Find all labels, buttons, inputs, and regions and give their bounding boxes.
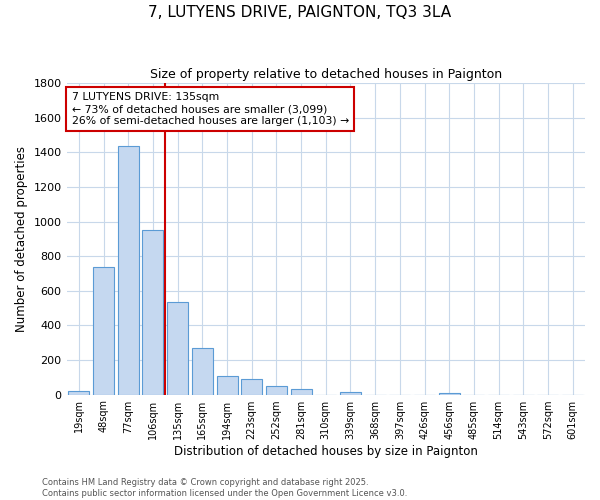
- Bar: [167, 302, 188, 394]
- Text: 7, LUTYENS DRIVE, PAIGNTON, TQ3 3LA: 7, LUTYENS DRIVE, PAIGNTON, TQ3 3LA: [148, 5, 452, 20]
- Bar: [241, 379, 262, 394]
- Bar: [290, 390, 311, 394]
- Y-axis label: Number of detached properties: Number of detached properties: [15, 146, 28, 332]
- X-axis label: Distribution of detached houses by size in Paignton: Distribution of detached houses by size …: [174, 444, 478, 458]
- Bar: [340, 392, 361, 394]
- Bar: [192, 348, 213, 395]
- Bar: [93, 266, 114, 394]
- Text: 7 LUTYENS DRIVE: 135sqm
← 73% of detached houses are smaller (3,099)
26% of semi: 7 LUTYENS DRIVE: 135sqm ← 73% of detache…: [72, 92, 349, 126]
- Title: Size of property relative to detached houses in Paignton: Size of property relative to detached ho…: [150, 68, 502, 80]
- Bar: [439, 393, 460, 394]
- Bar: [266, 386, 287, 394]
- Bar: [217, 376, 238, 394]
- Bar: [68, 391, 89, 394]
- Text: Contains HM Land Registry data © Crown copyright and database right 2025.
Contai: Contains HM Land Registry data © Crown c…: [42, 478, 407, 498]
- Bar: [118, 146, 139, 394]
- Bar: [142, 230, 163, 394]
